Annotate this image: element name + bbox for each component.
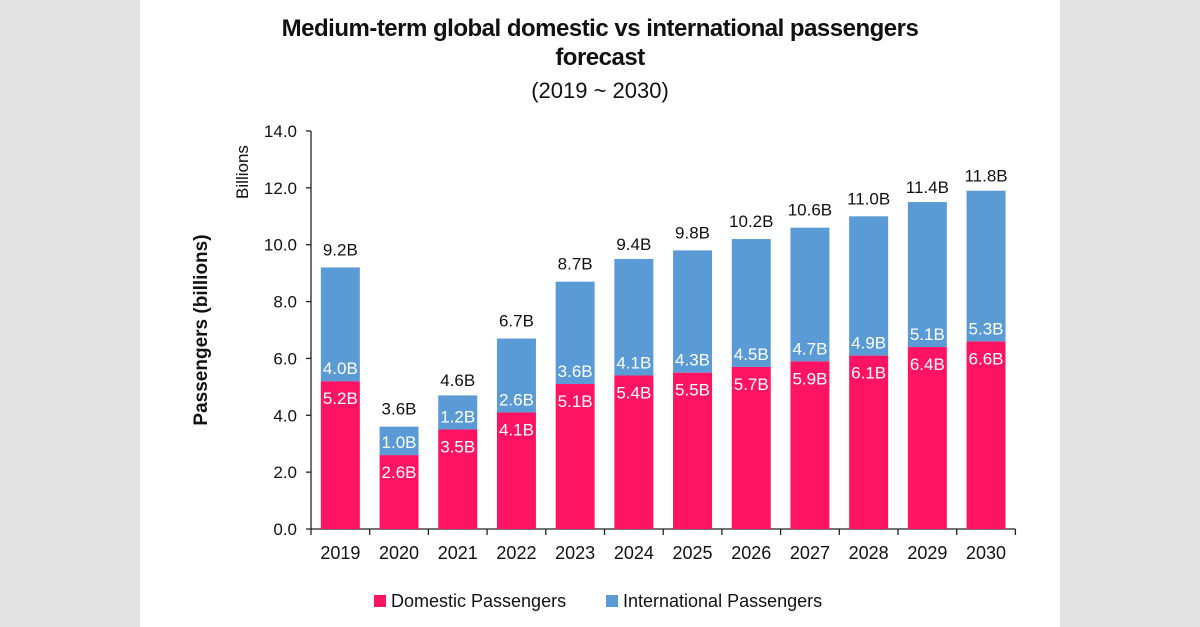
x-tick-label: 2022 — [496, 543, 536, 563]
bar-domestic-2019 — [320, 381, 360, 529]
bar-international-2029 — [907, 202, 947, 348]
data-label-international: 4.1B — [616, 353, 651, 372]
bar-domestic-2022 — [496, 412, 536, 529]
x-tick-label: 2021 — [438, 543, 478, 563]
data-label-domestic: 2.6B — [382, 463, 417, 482]
legend-swatch-domestic — [374, 595, 386, 607]
data-label-total: 11.0B — [847, 189, 890, 208]
x-tick-label: 2019 — [320, 543, 360, 563]
y-tick-label: 12.0 — [264, 179, 297, 198]
data-label-domestic: 5.1B — [558, 392, 593, 411]
title-text: Medium-term global domestic vs internati… — [281, 15, 919, 71]
data-label-total: 11.8B — [964, 167, 1007, 186]
bar-international-2021 — [438, 395, 478, 430]
data-label-total: 6.7B — [499, 312, 534, 331]
y-tick-label: 0.0 — [273, 520, 297, 539]
data-label-international: 4.7B — [792, 339, 827, 358]
x-tick-label: 2025 — [673, 543, 713, 563]
data-label-domestic: 6.1B — [851, 364, 886, 383]
bar-international-2019 — [320, 267, 360, 382]
y-unit-label: Billions — [233, 145, 252, 199]
data-label-total: 10.2B — [729, 212, 773, 231]
data-label-domestic: 5.7B — [734, 375, 769, 394]
legend-label-international: International Passengers — [623, 591, 822, 611]
bar-domestic-2023 — [555, 384, 595, 529]
bar-international-2027 — [790, 227, 830, 362]
bar-domestic-2027 — [790, 361, 830, 529]
bar-international-2022 — [496, 338, 536, 413]
data-label-total: 3.6B — [382, 400, 417, 419]
data-label-total: 10.6B — [788, 201, 832, 220]
x-tick-label: 2027 — [790, 543, 830, 563]
x-tick-label: 2023 — [555, 543, 595, 563]
data-label-total: 4.6B — [440, 371, 475, 390]
y-tick-label: 2.0 — [273, 463, 297, 482]
x-tick-label: 2024 — [614, 543, 654, 563]
data-label-international: 5.3B — [969, 319, 1004, 338]
legend-label-domestic: Domestic Passengers — [391, 591, 566, 611]
data-label-international: 1.0B — [382, 433, 417, 452]
legend-swatch-international — [606, 595, 618, 607]
data-label-international: 5.1B — [910, 325, 945, 344]
data-label-international: 1.2B — [440, 408, 475, 427]
data-label-total: 11.4B — [906, 178, 949, 197]
data-label-domestic: 3.5B — [440, 438, 475, 457]
bar-international-2025 — [673, 250, 713, 373]
y-tick-label: 8.0 — [273, 293, 297, 312]
data-label-total: 9.8B — [675, 223, 710, 242]
bar-domestic-2029 — [907, 347, 947, 529]
y-tick-label: 10.0 — [264, 236, 297, 255]
data-label-domestic: 5.9B — [792, 369, 827, 388]
data-label-international: 4.5B — [734, 345, 769, 364]
data-label-total: 9.2B — [323, 240, 358, 259]
bar-domestic-2030 — [966, 341, 1006, 529]
bar-domestic-2024 — [614, 375, 654, 529]
data-label-domestic: 5.4B — [616, 383, 651, 402]
bar-domestic-2026 — [731, 366, 771, 529]
y-axis-label: Passengers (billions) — [191, 234, 212, 425]
data-label-international: 4.9B — [851, 334, 886, 353]
data-label-international: 2.6B — [499, 390, 534, 409]
x-tick-label: 2028 — [849, 543, 889, 563]
data-label-domestic: 6.4B — [910, 355, 945, 374]
data-label-domestic: 6.6B — [969, 349, 1004, 368]
y-tick-label: 6.0 — [273, 349, 297, 368]
bar-international-2020 — [379, 426, 419, 456]
data-label-international: 4.0B — [323, 359, 358, 378]
data-label-international: 3.6B — [558, 362, 593, 381]
chart-title: Medium-term global domestic vs internati… — [140, 14, 1060, 72]
data-label-domestic: 4.1B — [499, 420, 534, 439]
y-tick-label: 14.0 — [264, 122, 297, 141]
bar-domestic-2020 — [379, 455, 419, 529]
bar-domestic-2028 — [849, 355, 889, 529]
bar-international-2030 — [966, 190, 1006, 342]
data-label-total: 8.7B — [558, 255, 593, 274]
data-label-total: 9.4B — [616, 235, 651, 254]
data-label-international: 4.3B — [675, 351, 710, 370]
bar-international-2028 — [849, 216, 889, 356]
chart-subtitle: (2019 ~ 2030) — [531, 78, 669, 103]
x-tick-label: 2029 — [907, 543, 947, 563]
data-label-domestic: 5.5B — [675, 381, 710, 400]
bar-international-2023 — [555, 281, 595, 385]
chart-panel — [140, 0, 1060, 627]
bar-domestic-2025 — [673, 372, 713, 529]
data-label-domestic: 5.2B — [323, 389, 358, 408]
x-tick-label: 2026 — [731, 543, 771, 563]
bar-international-2024 — [614, 258, 654, 376]
bar-international-2026 — [731, 239, 771, 367]
x-tick-label: 2020 — [379, 543, 419, 563]
y-tick-label: 4.0 — [273, 406, 297, 425]
x-tick-label: 2030 — [966, 543, 1006, 563]
bar-domestic-2021 — [438, 429, 478, 529]
